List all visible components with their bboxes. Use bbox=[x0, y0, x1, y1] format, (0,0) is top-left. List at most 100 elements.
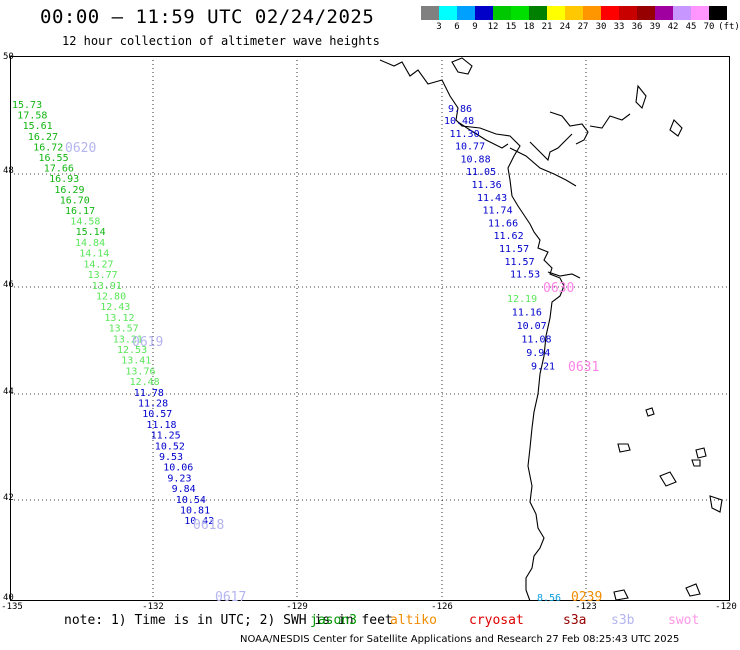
swh-point-west: 14.14 bbox=[79, 249, 109, 260]
swh-point-west: 16.72 bbox=[33, 142, 63, 153]
chart-title: 00:00 – 11:59 UTC 02/24/2025 bbox=[40, 6, 375, 28]
coast-main bbox=[379, 59, 565, 601]
swh-point-east: 11.62 bbox=[494, 231, 524, 242]
swh-point-west: 13.21 bbox=[113, 334, 143, 345]
swh-point-west: 13.91 bbox=[92, 281, 122, 292]
scale-label: 70 bbox=[703, 22, 715, 32]
swh-point-east: 11.43 bbox=[477, 193, 507, 204]
sound-inlet-1 bbox=[509, 147, 577, 187]
pass-labels-west: 0620 0619 0618 0617 bbox=[65, 141, 246, 601]
scale-label: 21 bbox=[541, 22, 553, 32]
scale-swatch bbox=[619, 6, 637, 20]
sound-inlet-2 bbox=[529, 133, 573, 162]
swh-point-west: 16.70 bbox=[60, 195, 90, 206]
swh-point-east: 11.57 bbox=[505, 257, 535, 268]
sat-s3a: s3a bbox=[563, 613, 587, 628]
scale-swatch bbox=[709, 6, 727, 20]
swh-point-west: 16.17 bbox=[65, 206, 95, 217]
lake-8 bbox=[691, 459, 701, 467]
lat-label-40: 40 bbox=[3, 593, 14, 603]
scale-label: 24 bbox=[559, 22, 571, 32]
swh-point-west: 12.53 bbox=[117, 345, 147, 356]
lat-label-44: 44 bbox=[3, 387, 14, 397]
scale-label: 45 bbox=[685, 22, 697, 32]
swh-point-west: 10.54 bbox=[176, 495, 206, 506]
swh-point-east: 11.16 bbox=[512, 308, 542, 319]
swh-point-east: 10.77 bbox=[455, 142, 485, 153]
scale-label: 27 bbox=[577, 22, 589, 32]
sat-cryosat: cryosat bbox=[469, 613, 524, 628]
swh-point-west: 11.18 bbox=[146, 420, 176, 431]
swh-point-west: 11.25 bbox=[151, 431, 181, 442]
swh-point-east: 10.88 bbox=[461, 154, 491, 165]
lon-label-129: -129 bbox=[286, 602, 308, 612]
swh-near-coast: 8.56 0239 bbox=[537, 590, 602, 601]
swh-point-west: 12.43 bbox=[100, 302, 130, 313]
scale-swatch bbox=[475, 6, 493, 20]
pass-label-west: 0620 bbox=[65, 141, 96, 156]
scale-swatch bbox=[511, 6, 529, 20]
swh-point-east: 9.21 bbox=[531, 362, 555, 373]
scale-swatch bbox=[565, 6, 583, 20]
swh-point-west: 14.27 bbox=[83, 259, 113, 270]
scale-swatch bbox=[457, 6, 475, 20]
pass-label-east: 0631 bbox=[568, 360, 599, 375]
swh-point-west: 10.81 bbox=[180, 506, 210, 517]
scale-swatch bbox=[421, 6, 439, 20]
scale-label: 39 bbox=[649, 22, 661, 32]
pass-label-coast: 0239 bbox=[571, 590, 602, 601]
scale-label: 3 bbox=[436, 22, 442, 32]
swh-point-east: 11.30 bbox=[450, 129, 480, 140]
scale-swatch bbox=[583, 6, 601, 20]
swh-point-west: 13.77 bbox=[88, 270, 118, 281]
lake-1 bbox=[451, 57, 473, 75]
scale-label: 42 bbox=[667, 22, 679, 32]
lake-4 bbox=[645, 407, 655, 417]
scale-label: (ft) bbox=[718, 22, 740, 32]
lon-label-126: -126 bbox=[431, 602, 453, 612]
swh-point-west: 13.41 bbox=[121, 356, 151, 367]
lon-label-135: -135 bbox=[1, 602, 23, 612]
scale-swatch bbox=[529, 6, 547, 20]
lake-5 bbox=[617, 443, 631, 453]
swh-point-west: 17.58 bbox=[17, 111, 47, 122]
lon-label-123: -123 bbox=[575, 602, 597, 612]
lake-10 bbox=[685, 583, 701, 597]
lake-2 bbox=[635, 84, 647, 110]
swh-point-west: 10.57 bbox=[142, 409, 172, 420]
swh-point-west: 15.73 bbox=[12, 100, 42, 111]
lat-label-42: 42 bbox=[3, 493, 14, 503]
swh-track-west: 15.7317.5815.6116.2716.7216.5517.6616.93… bbox=[12, 100, 214, 527]
swh-point-west: 11.78 bbox=[134, 388, 164, 399]
sat-jason3: jason3 bbox=[310, 613, 357, 628]
strait-shore bbox=[457, 121, 509, 149]
scale-swatch bbox=[673, 6, 691, 20]
lat-label-48: 48 bbox=[3, 166, 14, 176]
swh-point-west: 10.06 bbox=[163, 463, 193, 474]
note-text: note: 1) Time is in UTC; 2) SWH is in fe… bbox=[64, 613, 393, 628]
swh-point-west: 14.58 bbox=[70, 217, 100, 228]
swh-point-east: 11.74 bbox=[483, 206, 513, 217]
pass-label-west: 0617 bbox=[215, 590, 246, 601]
scale-swatch bbox=[601, 6, 619, 20]
map-frame bbox=[10, 56, 730, 601]
graticule bbox=[10, 56, 730, 601]
swh-point-east: 10.48 bbox=[444, 116, 474, 127]
swh-point-west: 11.28 bbox=[138, 399, 168, 410]
swh-point-west: 15.14 bbox=[76, 227, 106, 238]
scale-swatch bbox=[439, 6, 457, 20]
lake-7 bbox=[695, 447, 707, 459]
coastline bbox=[379, 57, 723, 601]
scale-label: 18 bbox=[523, 22, 535, 32]
scale-swatch bbox=[691, 6, 709, 20]
river-mouth bbox=[547, 271, 581, 279]
swh-point-west: 12.48 bbox=[130, 377, 160, 388]
swh-point-west: 13.12 bbox=[104, 313, 134, 324]
swh-point-west: 15.61 bbox=[23, 121, 53, 132]
scale-label: 9 bbox=[472, 22, 478, 32]
swh-point-west: 16.29 bbox=[54, 185, 84, 196]
sat-altiko: altiko bbox=[390, 613, 437, 628]
lake-9 bbox=[709, 495, 723, 513]
swh-point-east: 10.07 bbox=[517, 321, 547, 332]
